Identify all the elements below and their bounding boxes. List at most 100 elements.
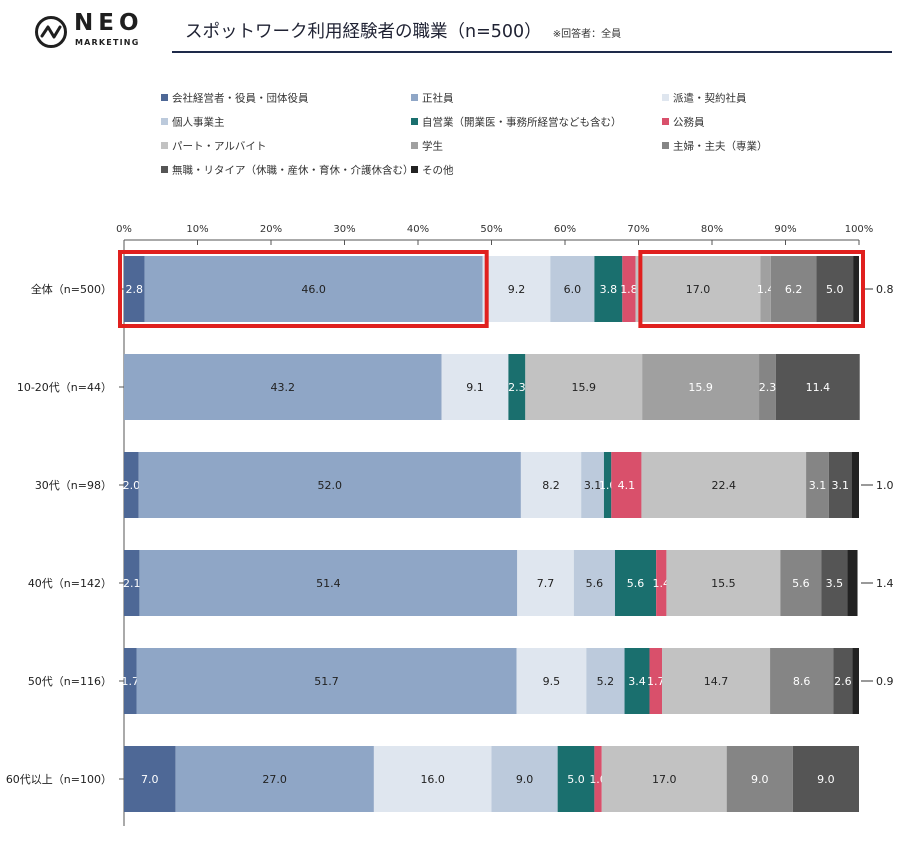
legend-swatch: [662, 118, 669, 125]
legend-swatch: [411, 94, 418, 101]
data-label: 51.4: [316, 577, 341, 590]
data-label: 22.4: [712, 479, 737, 492]
bar-segment: [550, 256, 595, 322]
bar-segment: [594, 746, 602, 812]
bar-segment: [624, 648, 650, 714]
category-label: 50代（n=116）: [28, 675, 112, 688]
data-label: 9.0: [817, 773, 835, 786]
bar-segment: [516, 648, 587, 714]
data-label: 1.8: [620, 283, 638, 296]
bar-segment: [642, 354, 760, 420]
bar-row: 60代以上（n=100） 7.0 27.0 16.0 9.0 5.0 1.0 17.0 9.0 9…: [6, 746, 859, 812]
data-label: 2.0: [123, 479, 141, 492]
chart-plot-area: 全体（n=500） 2.8 46.0 9.2 6.0 3.8 1.8 17.0 1.4 6.2 5.…: [6, 256, 894, 812]
data-label: 43.2: [271, 381, 296, 394]
data-label: 7.0: [141, 773, 159, 786]
data-label: 1.7: [121, 675, 139, 688]
data-label: 3.1: [809, 479, 827, 492]
bar-segment: [780, 550, 822, 616]
legend-swatch: [411, 166, 418, 173]
bar-segment: [124, 648, 137, 714]
data-label: 17.0: [686, 283, 711, 296]
bar-row: 10-20代（n=44） 43.2 9.1 2.3 15.9 15.9 2.3 11.4: [17, 354, 860, 420]
bar-segment: [557, 746, 595, 812]
bar-segment: [124, 550, 140, 616]
bar-row: 50代（n=116） 1.7 51.7 9.5 5.2 3.4 1.7 14.7 8.6 2.6 0…: [28, 648, 894, 714]
bar-segment: [641, 452, 807, 518]
x-tick-label: 90%: [774, 224, 796, 235]
bar-segment: [144, 256, 483, 322]
bar-segment: [373, 746, 492, 812]
bar-segment: [760, 256, 771, 322]
legend-swatch: [411, 142, 418, 149]
data-label: 15.9: [688, 381, 713, 394]
neo-marketing-logo: NEO MARKETING: [34, 10, 152, 54]
data-label: 9.0: [751, 773, 769, 786]
data-label: 2.3: [759, 381, 777, 394]
x-tick-label: 70%: [627, 224, 649, 235]
x-tick-label: 50%: [480, 224, 502, 235]
x-axis: 0% 10% 20% 30% 40% 50% 60% 70% 80% 90% 100%: [116, 224, 873, 826]
legend-label: その他: [422, 164, 454, 177]
bar-segment: [441, 354, 509, 420]
outside-data-label: 1.0: [876, 479, 894, 492]
bar-segment: [601, 746, 727, 812]
data-label: 2.6: [834, 675, 852, 688]
data-label: 5.0: [826, 283, 844, 296]
data-label: 14.7: [704, 675, 729, 688]
outside-data-label: 1.4: [876, 577, 894, 590]
x-tick-label: 80%: [701, 224, 723, 235]
data-label: 3.5: [826, 577, 844, 590]
data-label: 5.6: [586, 577, 604, 590]
data-label: 3.8: [600, 283, 618, 296]
data-label: 27.0: [262, 773, 287, 786]
data-label: 5.2: [597, 675, 615, 688]
category-label: 40代（n=142）: [28, 577, 112, 590]
data-label: 3.1: [584, 479, 602, 492]
bar-segment: [586, 648, 625, 714]
bar-segment: [833, 648, 853, 714]
bar-segment: [775, 354, 860, 420]
legend-label: 派遣・契約社員: [673, 92, 747, 105]
data-label: 5.0: [567, 773, 585, 786]
highlight-boxes: [118, 250, 865, 328]
legend-swatch: [411, 118, 418, 125]
data-label: 1.4: [757, 283, 775, 296]
bar-segment: [614, 550, 657, 616]
data-label: 2.3: [508, 381, 526, 394]
data-label: 3.1: [832, 479, 850, 492]
bar-segment: [124, 256, 145, 322]
bar-segment: [124, 452, 139, 518]
data-label: 9.5: [543, 675, 561, 688]
bar-segment: [649, 648, 663, 714]
data-label: 9.0: [516, 773, 534, 786]
chart-header: スポットワーク利用経験者の職業（n=500） ※回答者：全員: [185, 18, 621, 43]
legend-label: 学生: [422, 140, 443, 153]
data-label: 6.0: [564, 283, 582, 296]
legend-swatch: [662, 142, 669, 149]
bar-segment: [816, 256, 854, 322]
x-tick-label: 20%: [260, 224, 282, 235]
bar-segment: [136, 648, 517, 714]
bar-segment: [611, 452, 642, 518]
data-label: 11.4: [806, 381, 831, 394]
data-label: 5.6: [627, 577, 645, 590]
legend-swatch: [161, 142, 168, 149]
bar-segment: [175, 746, 374, 812]
legend-label: 会社経営者・役員・団体役員: [172, 92, 309, 105]
bar-segment: [520, 452, 582, 518]
bar-segment: [792, 746, 859, 812]
legend-swatch: [161, 166, 168, 173]
data-label: 9.2: [508, 283, 526, 296]
x-tick-label: 10%: [186, 224, 208, 235]
outside-data-label: 0.9: [876, 675, 894, 688]
bar-segment: [851, 452, 859, 518]
x-tick-label: 0%: [116, 224, 132, 235]
highlight-box: [118, 250, 489, 328]
bar-segment: [770, 648, 834, 714]
bar-segment: [138, 452, 521, 518]
bar-segment: [821, 550, 848, 616]
data-label: 16.0: [420, 773, 445, 786]
